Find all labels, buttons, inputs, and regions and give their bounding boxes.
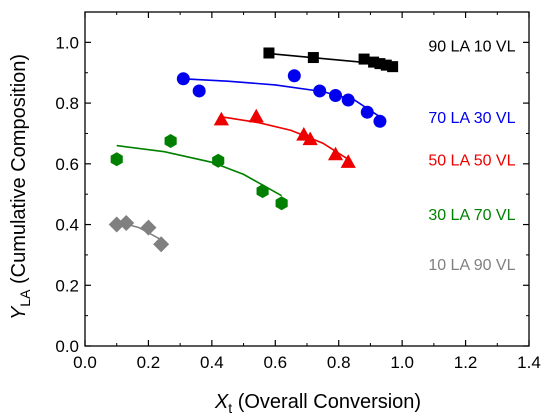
y-tick-label: 1.0 [55,33,79,52]
y-tick-label: 0.6 [55,155,79,174]
x-axis-title: Xt (Overall Conversion) [214,391,421,416]
x-tick-label: 1.2 [454,353,478,372]
data-point [358,53,370,65]
data-point [302,131,318,146]
data-point [110,152,123,167]
series-labels: 90 LA 10 VL 70 LA 30 VL 50 LA 50 VL 30 LA 7… [428,38,515,274]
series-label: 90 LA 10 VL [428,38,515,55]
data-point [307,52,319,64]
x-axis-ticks: 0.0 0.2 0.4 0.6 0.8 1.0 1.2 1.4 [73,12,541,372]
data-point [313,84,327,98]
data-markers [108,47,399,253]
data-point [256,184,269,199]
fit-line [183,78,381,118]
plot-border [84,11,530,347]
x-tick-label: 0.8 [327,353,351,372]
y-tick-label: 0.8 [55,94,79,113]
data-point [380,59,392,71]
data-point [140,219,157,236]
fit-lines [116,52,393,241]
data-point [213,111,229,126]
y-tick-label: 0.0 [55,337,79,356]
x-tick-label: 0.4 [200,353,224,372]
y-tick-label: 0.2 [55,276,79,295]
x-tick-label: 1.4 [517,353,541,372]
data-point [360,105,374,119]
data-point [153,236,170,253]
y-axis-title: YLA (Cumulative Composition) [8,54,33,320]
series-label: 70 LA 30 VL [428,110,515,127]
data-point [374,58,386,70]
data-point [373,114,387,128]
fit-line [221,116,349,160]
data-point [248,108,264,123]
data-point [329,89,343,102]
plot-frame [84,11,530,347]
data-point [212,153,225,168]
data-point [164,134,177,149]
data-point [341,93,355,107]
y-axis-ticks: 0.0 0.2 0.4 0.6 0.8 1.0 [55,33,529,356]
series-label: 10 LA 90 VL [428,257,515,274]
fit-line [116,144,282,197]
data-point [176,72,190,86]
x-tick-label: 0.0 [73,353,97,372]
series-label: 50 LA 50 VL [428,152,515,169]
data-point [287,69,301,83]
x-tick-label: 1.0 [390,353,414,372]
x-tick-label: 0.2 [137,353,161,372]
data-point [387,61,399,73]
data-point [192,84,206,98]
data-point [118,215,135,232]
series-label: 30 LA 70 VL [428,207,515,224]
data-point [327,146,344,161]
data-point [368,56,380,68]
data-point [340,154,356,168]
x-tick-label: 0.6 [263,353,287,372]
y-tick-label: 0.4 [55,216,79,235]
data-point [263,47,275,59]
data-point [275,196,288,211]
